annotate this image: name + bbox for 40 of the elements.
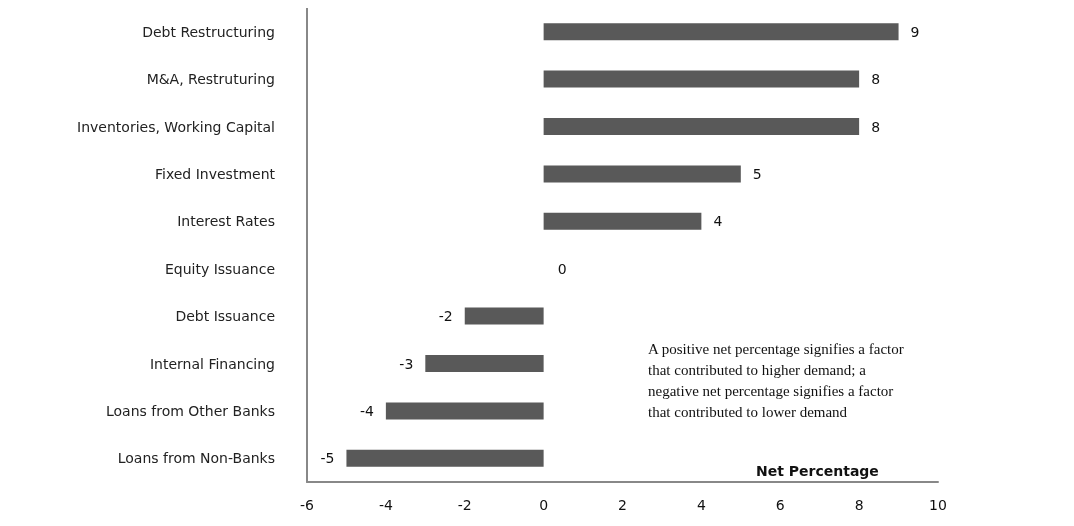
data-label: -2 <box>438 308 453 325</box>
y-tick-label: Debt Issuance <box>175 308 275 325</box>
data-label: -4 <box>359 402 374 419</box>
x-axis-title: Net Percentage <box>756 463 879 479</box>
data-label: 8 <box>871 118 881 135</box>
y-tick-label: Debt Restructuring <box>142 23 275 40</box>
data-label: -5 <box>320 450 335 467</box>
bar <box>464 307 544 325</box>
data-label: 9 <box>910 23 920 40</box>
y-tick-label: Inventories, Working Capital <box>77 118 275 135</box>
data-label: 5 <box>752 165 762 182</box>
x-tick-label: 10 <box>929 497 947 513</box>
data-label: 0 <box>557 260 567 277</box>
bar <box>543 212 702 230</box>
y-tick-label: Fixed Investment <box>154 165 276 182</box>
bar <box>543 165 741 183</box>
bar <box>425 355 544 372</box>
data-label: -3 <box>399 355 414 372</box>
bar <box>346 449 544 467</box>
y-tick-label: Equity Issuance <box>164 260 275 277</box>
data-label: 4 <box>713 213 723 230</box>
x-tick-label: 2 <box>618 497 627 513</box>
x-tick-label: 0 <box>539 497 549 513</box>
y-tick-label: Interest Rates <box>177 213 275 230</box>
x-tick-label: -6 <box>300 497 315 513</box>
annotation: A positive net percentage signifies a factor that contributed to higher demand; a negative net percentage signifies a factor that contributed to lower demand <box>648 340 908 420</box>
y-tick-label: Internal Financing <box>149 355 275 372</box>
y-tick-label: M&A, Restruturing <box>146 71 275 88</box>
bar <box>543 118 860 135</box>
y-tick-label: Loans from Non-Banks <box>117 450 275 467</box>
bar <box>543 23 899 41</box>
x-tick-label: 6 <box>775 497 785 513</box>
x-tick-label: 4 <box>696 497 706 513</box>
x-tick-label: -2 <box>457 497 472 513</box>
data-label: 8 <box>871 71 881 88</box>
bar <box>543 70 860 88</box>
x-tick-label: -4 <box>378 497 393 513</box>
y-tick-label: Loans from Other Banks <box>105 402 275 419</box>
bar <box>385 402 544 420</box>
x-tick-label: 8 <box>854 497 864 513</box>
